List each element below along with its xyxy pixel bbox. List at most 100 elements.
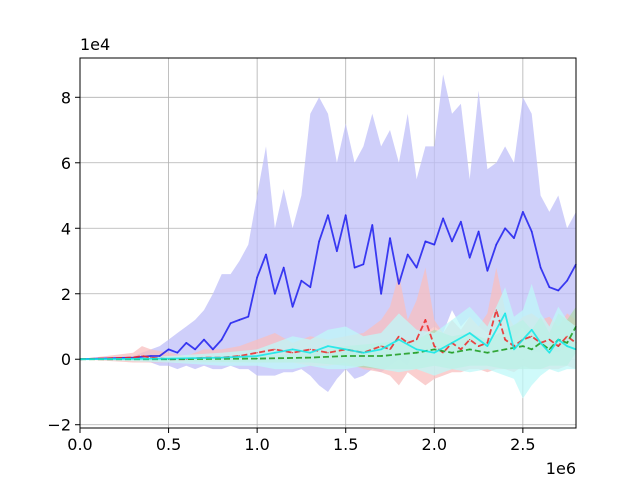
series-1-point (176, 352, 178, 354)
series-2-point (478, 345, 480, 347)
series-1-point (327, 214, 329, 216)
series-1-point (354, 267, 356, 269)
series-1-point (442, 217, 444, 219)
series-3-point (486, 352, 488, 354)
series-3-point (566, 342, 568, 344)
series-1-point (504, 227, 506, 229)
series-1-point (336, 250, 338, 252)
series-2-point (292, 352, 294, 354)
series-2-point (433, 345, 435, 347)
series-1-point (389, 237, 391, 239)
series-4-point (345, 348, 347, 350)
series-3-point (416, 352, 418, 354)
series-3-point (522, 345, 524, 347)
x-tick-label: 1.0 (244, 435, 269, 454)
series-4-point (433, 352, 435, 354)
y-tick-label: 8 (61, 88, 71, 107)
series-2-point (256, 352, 258, 354)
series-1-point (362, 263, 364, 265)
series-3-point (433, 348, 435, 350)
series-1-point (230, 322, 232, 324)
series-2-point (460, 348, 462, 350)
series-4-point (504, 312, 506, 314)
series-2-point (548, 339, 551, 341)
series-1-point (566, 280, 568, 282)
series-1-point (300, 280, 302, 282)
series-1-point (478, 230, 480, 233)
series-1-point (371, 224, 373, 226)
series-1-point (203, 339, 205, 341)
series-2-point (531, 335, 533, 337)
x-axis: 0.0 0.5 1.0 1.5 2.0 2.5 (67, 428, 536, 454)
series-1-point (398, 283, 400, 285)
series-4-point (522, 339, 524, 341)
x-tick-label: 0.5 (156, 435, 181, 454)
series-2-point (407, 342, 409, 344)
series-1-point (451, 240, 453, 242)
series-4-point (398, 339, 400, 341)
series-4-point (256, 355, 258, 357)
series-3-point (345, 355, 347, 357)
series-4-point (327, 345, 329, 347)
series-4-point (168, 358, 170, 360)
series-4-point (469, 332, 471, 334)
series-4-point (566, 345, 568, 347)
series-2-point (424, 319, 426, 321)
series-1-point (531, 230, 533, 233)
series-3-point (531, 348, 533, 350)
x-offset-label: 1e6 (546, 459, 576, 478)
series-1-point (292, 306, 294, 308)
y-tick-label: 2 (61, 285, 71, 304)
series-1-point (150, 355, 152, 357)
series-1-point (557, 289, 559, 292)
series-1-point (194, 348, 196, 350)
series-2-point (416, 339, 418, 341)
series-4-point (274, 352, 276, 354)
series-4-point (416, 348, 418, 350)
y-tick-label: 4 (61, 219, 71, 238)
series-1-point (460, 221, 462, 223)
series-1-point (283, 267, 285, 269)
series-2-point (132, 357, 134, 359)
series-1-point (380, 293, 382, 295)
y-tick-label: 6 (61, 154, 71, 173)
series-2-point (486, 342, 488, 344)
y-tick-label: 0 (61, 350, 71, 369)
series-2-point (398, 335, 400, 337)
series-1-point (345, 214, 347, 216)
y-axis: −2 0 2 4 6 8 (47, 88, 80, 435)
series-4-line (79, 312, 577, 361)
series-4-point (531, 329, 533, 331)
series-4-point (486, 345, 488, 347)
series-1-point (416, 267, 418, 269)
x-tick-label: 1.5 (333, 435, 358, 454)
series-3-point (548, 348, 551, 350)
series-3-point (451, 352, 453, 354)
series-1-point (486, 270, 488, 272)
series-3-point (380, 355, 382, 357)
series-2-point (442, 352, 444, 354)
series-1-point (168, 348, 170, 350)
series-4-point (292, 348, 294, 350)
series-4-point (540, 342, 542, 344)
series-4-point (362, 352, 364, 354)
series-1-point (424, 240, 426, 242)
x-tick-label: 2.5 (510, 435, 535, 454)
series-3-point (309, 357, 311, 359)
series-1-point (522, 211, 524, 213)
series-2-point (141, 355, 143, 357)
series-4-point (548, 352, 551, 354)
x-tick-label: 2.0 (422, 435, 447, 454)
series-3-point (256, 358, 258, 360)
series-2-point (380, 345, 382, 347)
series-1-point (238, 319, 240, 321)
plot-frame (79, 57, 577, 429)
series-1-point (256, 276, 258, 278)
series-1-point (318, 240, 320, 242)
series-1-point (469, 257, 471, 259)
y-offset-label: 1e4 (80, 35, 110, 54)
series-1-point (247, 316, 249, 318)
series-1-point (548, 286, 551, 288)
x-tick-label: 0.0 (67, 435, 92, 454)
